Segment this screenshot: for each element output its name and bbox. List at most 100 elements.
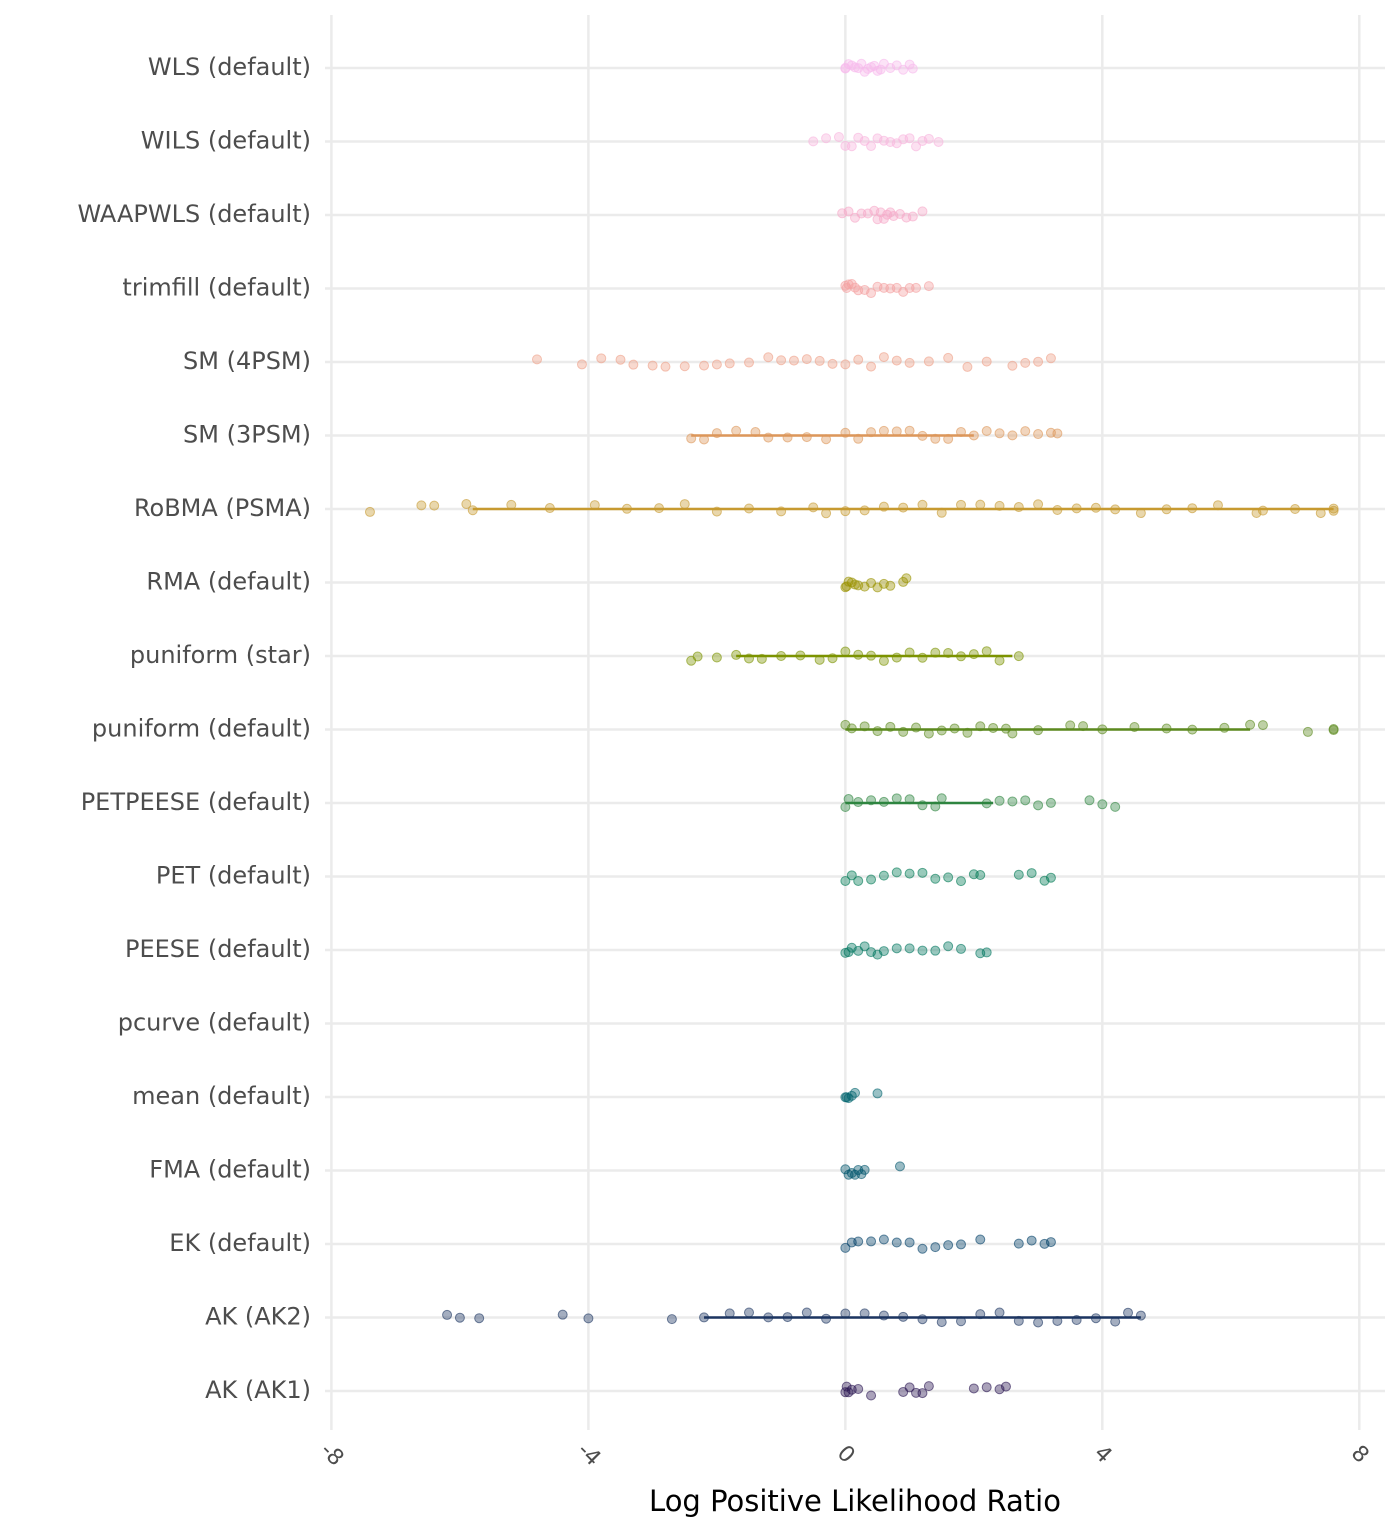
point: [1013, 869, 1024, 880]
point: [930, 1242, 941, 1253]
point: [943, 941, 954, 952]
point: [583, 1313, 594, 1324]
point: [956, 426, 966, 437]
point: [866, 1390, 877, 1401]
x-tick-label: 0: [832, 1441, 860, 1469]
point: [621, 503, 632, 514]
point: [1007, 430, 1018, 441]
point: [841, 1381, 852, 1392]
point: [975, 499, 986, 510]
point: [827, 653, 838, 664]
point: [808, 502, 819, 513]
point: [429, 500, 440, 511]
point: [763, 432, 774, 443]
point: [904, 425, 915, 436]
point: [981, 798, 992, 809]
y-tick-label: AK (AK1): [205, 1376, 311, 1404]
x-tick-label: 8: [1346, 1441, 1374, 1469]
y-tick-label: pcurve (default): [118, 1009, 311, 1037]
point: [930, 801, 941, 812]
point: [1033, 356, 1044, 367]
point: [821, 508, 832, 519]
point: [744, 653, 754, 664]
y-tick-label: WILS (default): [141, 127, 311, 155]
point: [962, 361, 973, 372]
point: [853, 1236, 864, 1247]
point: [1065, 720, 1076, 731]
point: [853, 354, 864, 365]
point: [911, 722, 922, 733]
y-tick-label: AK (AK2): [205, 1303, 311, 1331]
point: [853, 433, 864, 444]
point: [1110, 504, 1121, 515]
point: [956, 876, 966, 887]
point: [875, 64, 886, 75]
point: [853, 797, 864, 808]
y-tick-label: RMA (default): [146, 568, 311, 596]
point: [699, 1312, 710, 1323]
point: [1033, 725, 1044, 736]
point: [866, 874, 877, 885]
point: [878, 655, 889, 666]
point: [557, 1309, 568, 1320]
point: [911, 282, 922, 293]
point: [878, 425, 889, 436]
point: [878, 1310, 889, 1321]
point: [878, 1234, 889, 1245]
point: [968, 1383, 979, 1394]
point: [904, 1382, 915, 1393]
point: [846, 870, 857, 881]
point: [654, 503, 665, 514]
point: [878, 352, 889, 363]
point: [975, 870, 986, 881]
point: [782, 432, 793, 443]
point: [1302, 726, 1313, 737]
point: [1090, 1313, 1101, 1324]
point: [891, 652, 902, 663]
point: [1045, 872, 1056, 883]
point: [699, 360, 710, 371]
point: [930, 873, 941, 884]
point: [801, 432, 812, 443]
point: [917, 499, 928, 510]
x-tick-label: -4: [572, 1438, 605, 1471]
point: [943, 648, 954, 659]
point: [994, 655, 1005, 666]
point: [1110, 801, 1121, 812]
point: [1110, 1316, 1121, 1327]
point: [576, 359, 587, 370]
point: [930, 945, 941, 956]
point: [853, 875, 864, 886]
point: [506, 499, 517, 510]
point: [943, 433, 954, 444]
point: [943, 872, 954, 883]
y-tick-label: mean (default): [132, 1082, 311, 1110]
point: [859, 1164, 870, 1175]
point: [474, 1313, 485, 1324]
point: [901, 573, 912, 584]
point: [878, 870, 889, 881]
y-tick-label: WAAPWLS (default): [77, 200, 311, 228]
point: [1135, 508, 1146, 519]
point: [1135, 1310, 1146, 1321]
point: [846, 141, 857, 152]
point: [872, 726, 883, 737]
point: [1052, 505, 1063, 516]
point: [840, 506, 851, 517]
point: [724, 358, 735, 369]
point: [904, 868, 915, 879]
point: [731, 425, 742, 436]
point: [943, 352, 954, 363]
point: [1187, 503, 1198, 514]
point: [936, 507, 947, 518]
point: [1007, 728, 1018, 739]
point: [1045, 353, 1056, 364]
point: [660, 361, 671, 372]
point: [917, 1314, 928, 1325]
point: [1084, 795, 1095, 806]
point: [866, 141, 877, 152]
point: [923, 728, 934, 739]
point: [859, 941, 870, 952]
point: [840, 646, 851, 657]
point: [589, 500, 600, 511]
